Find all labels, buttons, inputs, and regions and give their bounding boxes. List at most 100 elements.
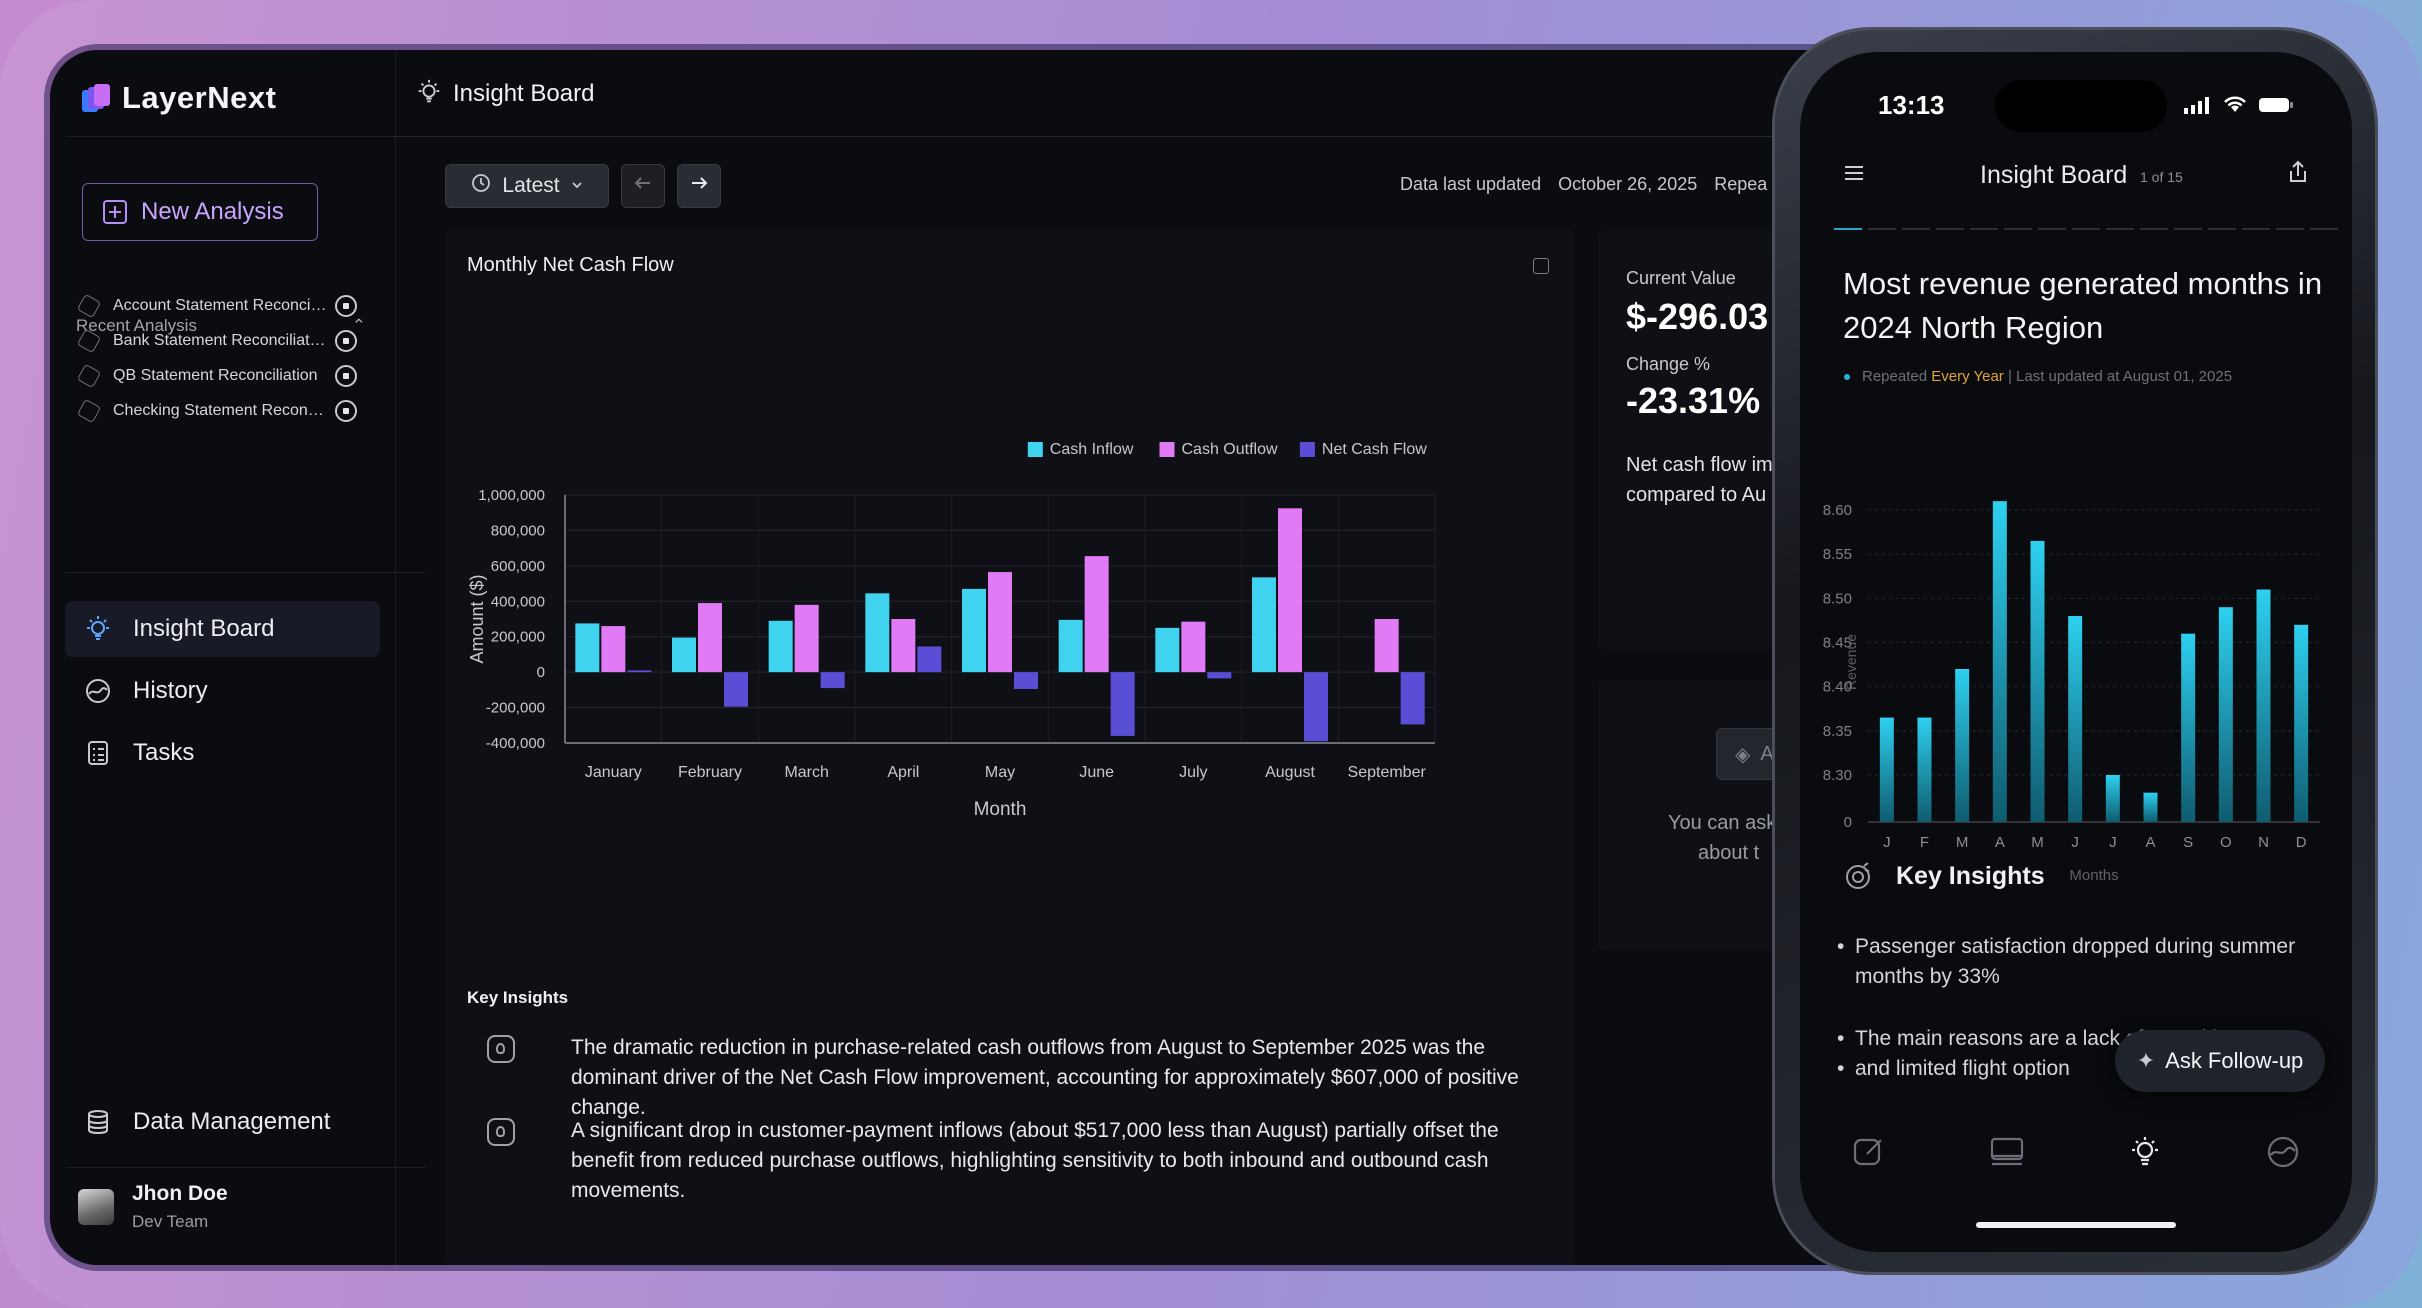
phone-key-insights-heading: Key Insights xyxy=(1896,861,2045,890)
nav-tasks[interactable]: Tasks xyxy=(65,725,380,781)
x-tick-label: N xyxy=(2258,834,2269,851)
edit-icon[interactable] xyxy=(1851,1134,1887,1170)
legend-swatch xyxy=(1027,442,1043,457)
y-tick-label: 8.50 xyxy=(1823,590,1852,607)
phone-headline: Most revenue generated months in 2024 No… xyxy=(1843,266,2323,345)
sparkle-icon: ✦ xyxy=(2136,1048,2156,1073)
stop-icon[interactable] xyxy=(335,365,357,387)
bar xyxy=(891,619,916,673)
cube-icon xyxy=(76,398,102,424)
stop-icon[interactable] xyxy=(335,400,357,422)
y-axis-title: Revenue xyxy=(1843,634,1859,690)
bar xyxy=(2218,607,2233,822)
phone-insight: Passenger satisfaction dropped during su… xyxy=(1837,932,2315,992)
bar xyxy=(1207,672,1232,679)
bar xyxy=(1155,627,1180,673)
summary-note: compared to Au xyxy=(1626,484,1767,506)
x-tick-label: M xyxy=(2031,834,2044,851)
phone-screen: 13:13 Insight Board 1 of 15 Most revenue… xyxy=(1800,52,2352,1252)
phone-title: Insight Board xyxy=(1980,161,2128,189)
data-updated-info: Data last updated October 26, 2025 Repea xyxy=(1400,174,1779,195)
bar xyxy=(627,670,652,673)
x-tick-label: M xyxy=(1956,834,1969,851)
insight-item: A significant drop in customer-payment i… xyxy=(467,1116,1547,1206)
x-tick-label: May xyxy=(985,764,1015,781)
insight-bulb-icon xyxy=(487,1035,515,1063)
recent-analysis-header[interactable]: Recent Analysis ⌃ xyxy=(76,316,366,336)
legend-label: Cash Outflow xyxy=(1182,441,1278,458)
y-tick-label: 0 xyxy=(1844,814,1852,831)
menu-icon[interactable] xyxy=(1842,161,1866,190)
nav-insight-board[interactable]: Insight Board xyxy=(65,601,380,657)
nav-label: Insight Board xyxy=(133,615,275,642)
y-tick-label: 400,000 xyxy=(491,593,545,610)
bar xyxy=(1400,672,1425,725)
bar xyxy=(1058,619,1083,673)
wifi-icon xyxy=(2224,96,2246,112)
next-button[interactable] xyxy=(677,164,721,208)
user-name: Jhon Doe xyxy=(132,1182,228,1205)
bar xyxy=(1252,577,1276,673)
share-icon[interactable] xyxy=(2286,159,2310,190)
legend-label: Net Cash Flow xyxy=(1322,441,1427,458)
lightbulb-icon[interactable] xyxy=(2127,1134,2163,1170)
y-tick-label: 8.30 xyxy=(1823,767,1852,784)
x-tick-label: April xyxy=(887,764,919,781)
recent-item[interactable]: Account Statement Reconciliation xyxy=(76,286,390,326)
status-time: 13:13 xyxy=(1878,90,1945,120)
bar xyxy=(820,672,845,689)
recent-item-label: Bank Statement Reconciliation xyxy=(113,332,329,349)
current-value: $-296.03 xyxy=(1626,296,1769,337)
repeat-frequency: Every Year xyxy=(1931,368,2004,385)
bar xyxy=(2030,540,2045,822)
bar xyxy=(1304,672,1328,742)
dynamic-island xyxy=(1995,80,2167,132)
lightbulb-icon xyxy=(83,614,113,644)
bar xyxy=(1110,672,1135,736)
previous-button[interactable] xyxy=(621,164,665,208)
bar xyxy=(2105,775,2120,822)
nav-data-management[interactable]: Data Management xyxy=(65,1094,380,1150)
avatar xyxy=(78,1189,114,1225)
stop-icon[interactable] xyxy=(335,330,357,352)
user-profile[interactable]: Jhon Doe Dev Team xyxy=(78,1182,228,1232)
key-insights-heading: Key Insights xyxy=(467,988,569,1007)
y-tick-label: 8.55 xyxy=(1823,546,1852,563)
x-tick-label: September xyxy=(1348,764,1427,781)
bar xyxy=(1014,672,1038,689)
repeat-label: Repea xyxy=(1714,174,1768,194)
stop-icon[interactable] xyxy=(335,295,357,317)
updated-date: October 26, 2025 xyxy=(1558,174,1698,194)
phone-key-insights: Key Insights xyxy=(1842,860,2045,892)
nav-history[interactable]: History xyxy=(65,663,380,719)
insight-text: The dramatic reduction in purchase-relat… xyxy=(571,1036,1519,1119)
new-analysis-button[interactable]: New Analysis xyxy=(82,183,318,241)
arrow-left-icon xyxy=(632,172,654,200)
ask-button-label: A xyxy=(1760,742,1774,765)
x-axis-title: Months xyxy=(2069,867,2118,884)
version-select[interactable]: Latest xyxy=(445,164,609,208)
dashboard-icon[interactable] xyxy=(1989,1134,2025,1170)
net-cash-flow-chart: 1,000,000 800,000 600,000 400,000 200,000 0 -2… xyxy=(467,441,1436,820)
recent-item[interactable]: QB Statement Reconciliation xyxy=(76,356,390,396)
chart-card: Monthly Net Cash Flow 1,000,000 800,000 60… xyxy=(445,230,1575,1265)
new-analysis-label: New Analysis xyxy=(141,198,284,225)
bar xyxy=(768,620,793,673)
sidebar: LayerNext New Analysis Recent Analysis ⌃… xyxy=(50,50,426,1265)
arrow-right-icon xyxy=(688,172,710,200)
ask-follow-up-button[interactable]: ✦ Ask Follow-up xyxy=(2115,1030,2325,1092)
cube-icon: ◈ xyxy=(1735,743,1751,766)
change-value: -23.31% xyxy=(1626,380,1761,421)
y-tick-label: 0 xyxy=(537,664,545,681)
chevron-up-icon[interactable]: ⌃ xyxy=(351,316,366,335)
chevron-down-icon xyxy=(570,174,584,198)
options-icon[interactable] xyxy=(1533,258,1549,274)
recent-item[interactable]: Bank Statement Reconciliation xyxy=(76,321,390,361)
last-updated: | Last updated at August 01, 2025 xyxy=(2007,368,2233,385)
recent-item[interactable]: Checking Statement Reconciliation xyxy=(76,391,390,431)
updated-label: Data last updated xyxy=(1400,174,1542,194)
x-tick-label: February xyxy=(678,764,742,781)
cube-icon xyxy=(76,363,102,389)
logo[interactable]: LayerNext xyxy=(82,80,276,116)
history-icon[interactable] xyxy=(2265,1134,2301,1170)
